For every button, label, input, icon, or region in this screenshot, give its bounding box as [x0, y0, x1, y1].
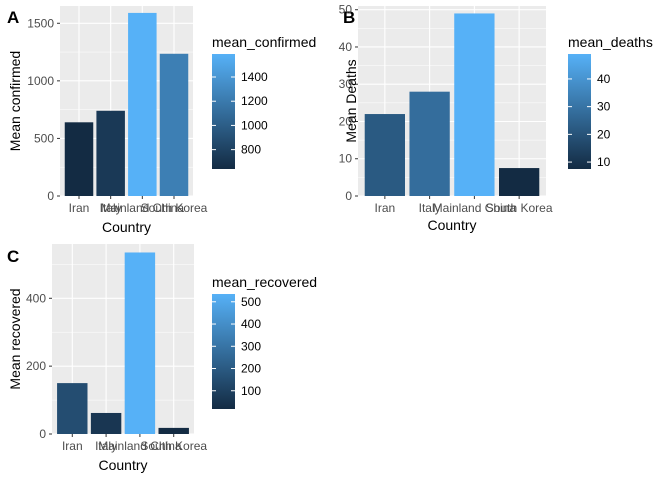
- bar-south-korea: [499, 168, 540, 196]
- x-tick-label: Iran: [69, 201, 90, 215]
- y-tick-label: 40: [339, 40, 353, 54]
- legend-colorbar: [212, 294, 235, 409]
- legend-tick-label: 20: [597, 127, 611, 141]
- bar-italy: [96, 110, 125, 196]
- y-tick-label: 500: [34, 131, 54, 145]
- x-tick-label: Italy: [100, 201, 122, 215]
- legend-tick-label: 200: [241, 362, 261, 376]
- legend-tick-label: 300: [241, 339, 261, 353]
- y-tick-label: 50: [339, 3, 353, 17]
- bar-italy: [90, 412, 122, 434]
- legend-tick-label: 40: [597, 72, 611, 86]
- x-tick-label: South Korea: [140, 439, 207, 453]
- legend-tick-label: 30: [597, 100, 611, 114]
- y-tick-label: 0: [345, 189, 352, 203]
- y-tick-label: 0: [39, 427, 46, 441]
- legend-title: mean_deaths: [568, 34, 653, 50]
- x-tick-label: South Korea: [486, 201, 553, 215]
- bar-iran: [64, 122, 94, 196]
- x-tick-label: Mainland China: [98, 439, 182, 453]
- x-tick-label: Mainland China: [433, 201, 517, 215]
- x-tick-label: Iran: [62, 439, 83, 453]
- x-axis-title: Country: [427, 217, 476, 233]
- legend-colorbar: [212, 54, 235, 169]
- panel-tag: A: [7, 8, 19, 27]
- x-tick-label: Italy: [95, 439, 117, 453]
- y-tick-label: 20: [339, 114, 353, 128]
- x-tick-label: Mainland China: [101, 201, 185, 215]
- legend: mean_confirmed 800 1000 1200 1400: [212, 34, 316, 169]
- bar-iran: [57, 383, 88, 434]
- legend: mean_deaths 10 20 30 40: [568, 34, 653, 169]
- legend-tick-label: 100: [241, 384, 261, 398]
- y-tick-label: 400: [26, 291, 46, 305]
- y-tick-label: 0: [47, 189, 54, 203]
- y-axis-title: Mean confirmed: [7, 51, 23, 151]
- x-tick-label: Italy: [419, 201, 441, 215]
- x-tick-label: Iran: [375, 201, 396, 215]
- bar-mainland-china: [454, 13, 495, 197]
- bar-south-korea: [158, 427, 189, 434]
- panel-tag: B: [343, 8, 355, 27]
- legend-tick-label: 1000: [241, 118, 268, 132]
- bar-mainland-china: [124, 252, 156, 434]
- legend-tick-label: 10: [597, 155, 611, 169]
- legend-tick-label: 800: [241, 143, 261, 157]
- legend-colorbar: [568, 54, 591, 169]
- bar-italy: [409, 91, 450, 196]
- legend-tick-label: 1400: [241, 70, 268, 84]
- y-tick-label: 1500: [27, 16, 54, 30]
- bar-iran: [364, 114, 405, 196]
- x-tick-label: South Korea: [141, 201, 208, 215]
- legend-tick-label: 500: [241, 295, 261, 309]
- legend: mean_recovered 100 200 300 400 500: [212, 274, 317, 409]
- x-axis-title: Country: [102, 219, 151, 235]
- y-tick-label: 1000: [27, 74, 54, 88]
- bar-mainland-china: [128, 12, 157, 197]
- y-axis-title: Mean recovered: [7, 288, 23, 389]
- y-tick-label: 10: [339, 152, 353, 166]
- bar-south-korea: [159, 53, 189, 197]
- y-tick-label: 30: [339, 77, 353, 91]
- y-axis-title: Mean Deaths: [343, 59, 359, 142]
- x-axis-title: Country: [98, 457, 147, 473]
- panel-tag: C: [7, 247, 19, 266]
- legend-title: mean_recovered: [212, 274, 317, 290]
- legend-tick-label: 1200: [241, 94, 268, 108]
- legend-title: mean_confirmed: [212, 34, 316, 50]
- y-tick-label: 200: [26, 359, 46, 373]
- legend-tick-label: 400: [241, 317, 261, 331]
